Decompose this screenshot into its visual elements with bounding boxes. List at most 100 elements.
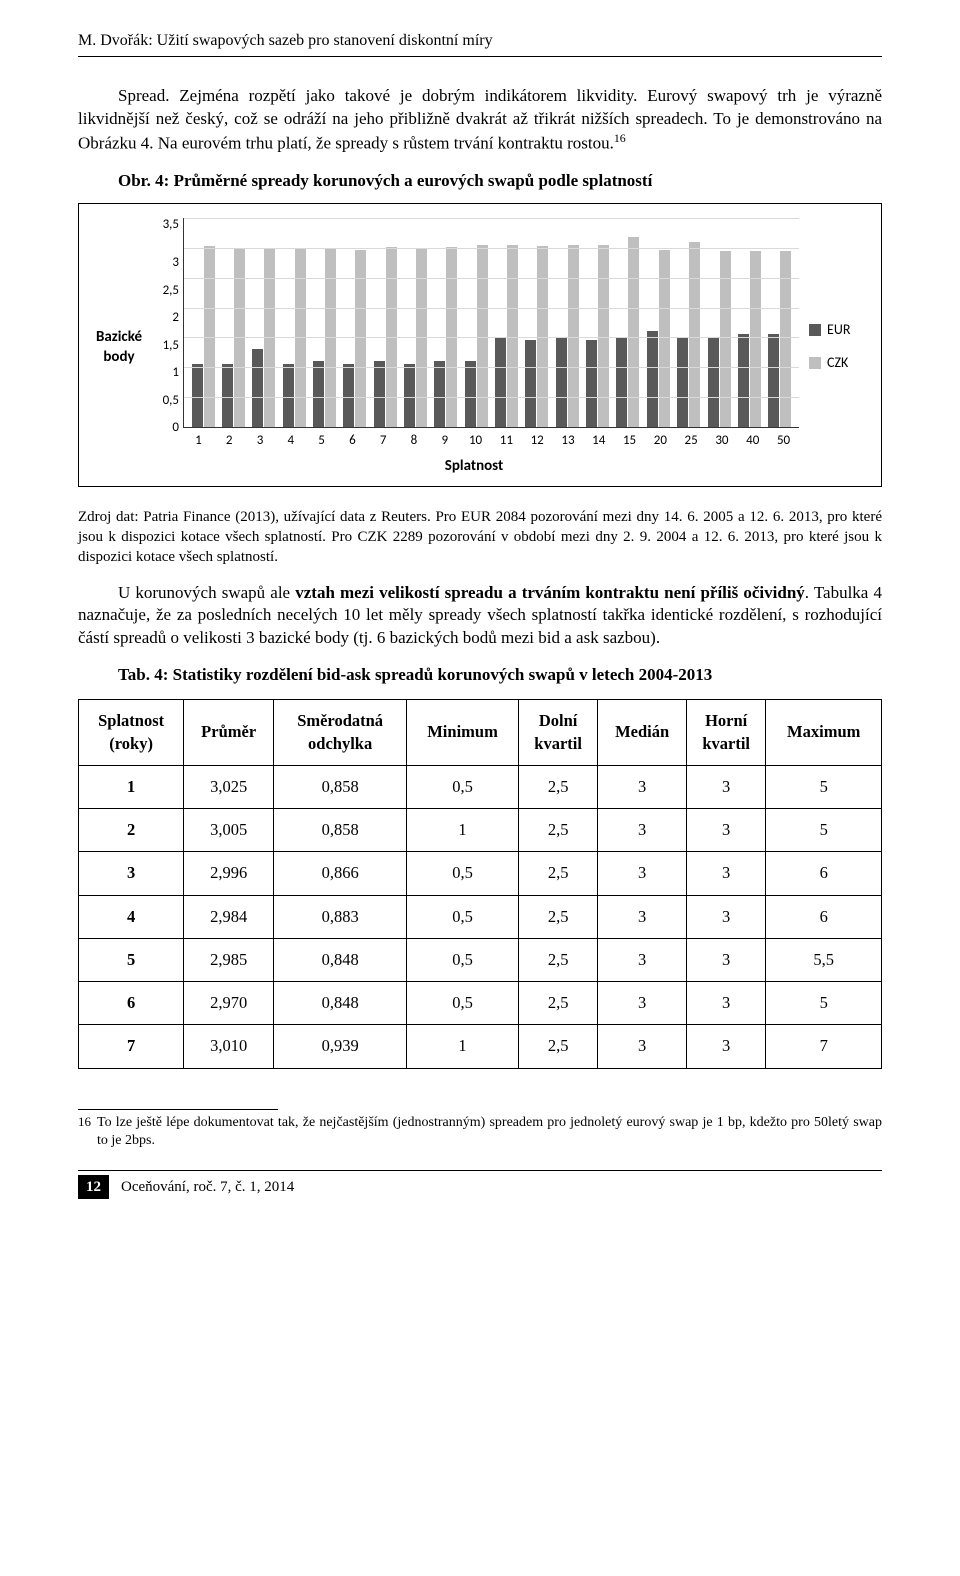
table-cell: 3 bbox=[598, 809, 687, 852]
table-cell: 0,883 bbox=[274, 895, 407, 938]
bar bbox=[477, 245, 488, 427]
footnote-separator bbox=[78, 1109, 278, 1110]
table-row: 73,0100,93912,5337 bbox=[79, 1025, 882, 1068]
table-cell: 2,5 bbox=[518, 852, 598, 895]
page-number: 12 bbox=[78, 1175, 109, 1199]
table-cell: 3 bbox=[598, 765, 687, 808]
bar bbox=[598, 245, 609, 427]
bar bbox=[689, 242, 700, 427]
table-cell: 2,5 bbox=[518, 938, 598, 981]
table-cell: 0,858 bbox=[274, 809, 407, 852]
table-cell: 7 bbox=[766, 1025, 882, 1068]
figure-caption: Obr. 4: Průměrné spready korunových a eu… bbox=[118, 170, 882, 193]
table-cell: 2 bbox=[79, 809, 184, 852]
table-cell: 0,5 bbox=[407, 852, 519, 895]
chart-container: Bazické body 3,532,521,510,50 1234567891… bbox=[78, 203, 882, 487]
table-header: Minimum bbox=[407, 700, 519, 766]
table-cell: 0,5 bbox=[407, 895, 519, 938]
bar bbox=[404, 364, 415, 427]
table-cell: 2,5 bbox=[518, 895, 598, 938]
chart-y-label: Bazické body bbox=[89, 218, 149, 476]
table-caption: Tab. 4: Statistiky rozdělení bid-ask spr… bbox=[118, 664, 882, 687]
table-cell: 3,025 bbox=[184, 765, 274, 808]
table-cell: 3 bbox=[686, 809, 766, 852]
table-header: Směrodatnáodchylka bbox=[274, 700, 407, 766]
footnote: 16 To lze ještě lépe dokumentovat tak, ž… bbox=[78, 1114, 882, 1150]
table-cell: 7 bbox=[79, 1025, 184, 1068]
table-cell: 3 bbox=[686, 1025, 766, 1068]
table-cell: 3 bbox=[686, 982, 766, 1025]
table-header: Horníkvartil bbox=[686, 700, 766, 766]
table-cell: 2,996 bbox=[184, 852, 274, 895]
legend-item: EUR bbox=[809, 321, 871, 340]
table-header: Dolníkvartil bbox=[518, 700, 598, 766]
table-cell: 4 bbox=[79, 895, 184, 938]
stats-table: Splatnost(roky)PrůměrSměrodatnáodchylkaM… bbox=[78, 699, 882, 1068]
bar bbox=[507, 245, 518, 427]
table-row: 32,9960,8660,52,5336 bbox=[79, 852, 882, 895]
bar bbox=[192, 364, 203, 427]
table-cell: 3 bbox=[79, 852, 184, 895]
legend-item: CZK bbox=[809, 354, 871, 373]
table-cell: 2,5 bbox=[518, 982, 598, 1025]
table-cell: 0,5 bbox=[407, 982, 519, 1025]
bar bbox=[525, 340, 536, 427]
bar bbox=[647, 331, 658, 427]
table-cell: 1 bbox=[407, 1025, 519, 1068]
bar bbox=[768, 334, 779, 427]
paragraph-2: U korunových swapů ale vztah mezi veliko… bbox=[78, 582, 882, 651]
table-row: 13,0250,8580,52,5335 bbox=[79, 765, 882, 808]
chart-x-axis: 1234567891011121314152025304050 bbox=[149, 432, 799, 450]
table-header: Maximum bbox=[766, 700, 882, 766]
bar bbox=[374, 361, 385, 427]
table-cell: 2,5 bbox=[518, 809, 598, 852]
table-cell: 0,848 bbox=[274, 938, 407, 981]
table-cell: 3 bbox=[598, 1025, 687, 1068]
table-cell: 1 bbox=[407, 809, 519, 852]
running-header: M. Dvořák: Užití swapových sazeb pro sta… bbox=[78, 30, 882, 57]
table-cell: 0,848 bbox=[274, 982, 407, 1025]
table-cell: 5 bbox=[766, 982, 882, 1025]
table-header: Průměr bbox=[184, 700, 274, 766]
bar bbox=[222, 364, 233, 427]
bar bbox=[556, 337, 567, 427]
bar bbox=[616, 337, 627, 427]
bar bbox=[738, 334, 749, 427]
footer-text: Oceňování, roč. 7, č. 1, 2014 bbox=[121, 1177, 294, 1197]
table-cell: 5,5 bbox=[766, 938, 882, 981]
table-cell: 5 bbox=[766, 809, 882, 852]
table-cell: 3 bbox=[686, 765, 766, 808]
table-cell: 3,010 bbox=[184, 1025, 274, 1068]
table-row: 62,9700,8480,52,5335 bbox=[79, 982, 882, 1025]
bar bbox=[495, 337, 506, 427]
chart-y-axis: 3,532,521,510,50 bbox=[149, 218, 183, 428]
table-cell: 1 bbox=[79, 765, 184, 808]
table-cell: 0,866 bbox=[274, 852, 407, 895]
table-cell: 6 bbox=[766, 895, 882, 938]
table-cell: 0,5 bbox=[407, 938, 519, 981]
bar bbox=[586, 340, 597, 427]
bar bbox=[677, 337, 688, 427]
page-footer: 12 Oceňování, roč. 7, č. 1, 2014 bbox=[78, 1170, 882, 1199]
bar bbox=[568, 245, 579, 427]
table-cell: 3 bbox=[686, 895, 766, 938]
table-cell: 3 bbox=[686, 852, 766, 895]
chart-x-label: Splatnost bbox=[149, 456, 799, 476]
table-cell: 0,5 bbox=[407, 765, 519, 808]
table-cell: 3 bbox=[598, 938, 687, 981]
table-cell: 6 bbox=[766, 852, 882, 895]
table-cell: 3 bbox=[598, 852, 687, 895]
table-row: 42,9840,8830,52,5336 bbox=[79, 895, 882, 938]
table-cell: 2,985 bbox=[184, 938, 274, 981]
table-header: Splatnost(roky) bbox=[79, 700, 184, 766]
table-cell: 3 bbox=[598, 895, 687, 938]
table-cell: 2,984 bbox=[184, 895, 274, 938]
table-cell: 5 bbox=[79, 938, 184, 981]
table-cell: 2,5 bbox=[518, 765, 598, 808]
bar bbox=[343, 364, 354, 427]
table-cell: 0,858 bbox=[274, 765, 407, 808]
table-cell: 6 bbox=[79, 982, 184, 1025]
table-cell: 2,5 bbox=[518, 1025, 598, 1068]
bar bbox=[434, 361, 445, 427]
table-cell: 2,970 bbox=[184, 982, 274, 1025]
